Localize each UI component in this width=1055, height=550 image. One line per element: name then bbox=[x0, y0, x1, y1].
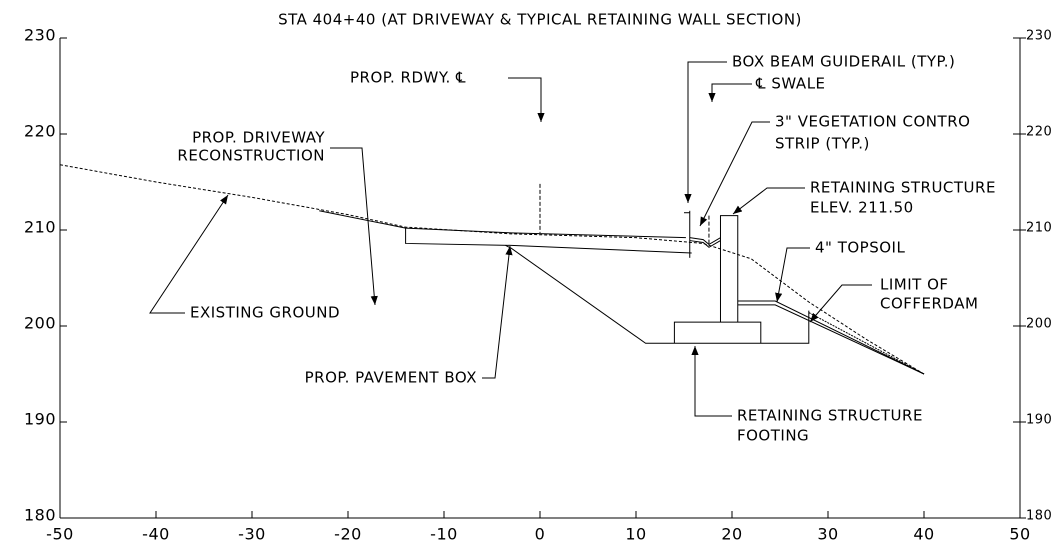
existing-ground bbox=[59, 164, 925, 375]
leader bbox=[684, 61, 727, 203]
label: BOX BEAM GUIDERAIL (TYP.) bbox=[732, 53, 955, 71]
leader bbox=[809, 284, 872, 323]
label: RECONSTRUCTION bbox=[177, 147, 325, 165]
x-tick-label: 40 bbox=[913, 525, 934, 544]
x-tick-label: 30 bbox=[817, 525, 838, 544]
leader bbox=[508, 77, 545, 122]
topsoil-2 bbox=[737, 304, 925, 375]
pavement-top bbox=[405, 227, 686, 239]
label: PROP. DRIVEWAY bbox=[192, 129, 325, 147]
label: 3" VEGETATION CONTRO bbox=[775, 113, 970, 131]
x-tick-label: -10 bbox=[430, 525, 458, 544]
y2-tick-label: 220 bbox=[1026, 125, 1052, 140]
y-tick-label: 210 bbox=[24, 218, 56, 237]
leader bbox=[691, 346, 732, 417]
swale bbox=[689, 237, 721, 246]
driveway bbox=[319, 210, 406, 229]
swale-2 bbox=[689, 240, 721, 248]
leader bbox=[708, 83, 752, 102]
x-tick-label: -50 bbox=[46, 525, 74, 544]
leader bbox=[149, 194, 229, 314]
y2-tick-label: 230 bbox=[1026, 29, 1052, 44]
leader bbox=[775, 247, 810, 303]
footing bbox=[673, 321, 762, 344]
label: RETAINING STRUCTURE bbox=[737, 407, 923, 425]
label: COFFERDAM bbox=[880, 295, 978, 313]
leaders bbox=[149, 61, 872, 417]
label: FOOTING bbox=[737, 427, 809, 445]
label: PROP. PAVEMENT BOX bbox=[305, 369, 477, 387]
wall-stem bbox=[719, 215, 739, 323]
x-tick-label: 10 bbox=[625, 525, 646, 544]
leader bbox=[330, 147, 378, 306]
pavement-box bbox=[405, 228, 692, 254]
title: STA 404+40 (AT DRIVEWAY & TYPICAL RETAIN… bbox=[278, 11, 802, 29]
x-tick-label: 0 bbox=[535, 525, 546, 544]
geometry bbox=[59, 164, 925, 375]
x-tick-label: -40 bbox=[142, 525, 170, 544]
y2-tick-label: 180 bbox=[1026, 509, 1052, 524]
x-tick-label: 50 bbox=[1009, 525, 1030, 544]
y-tick-label: 220 bbox=[24, 122, 56, 141]
x-tick-label: -20 bbox=[334, 525, 362, 544]
label: STRIP (TYP.) bbox=[775, 135, 870, 153]
leader bbox=[732, 187, 805, 215]
label: PROP. RDWY. ℄ bbox=[350, 69, 466, 87]
label: RETAINING STRUCTURE bbox=[810, 179, 996, 197]
y-tick-label: 230 bbox=[24, 26, 56, 45]
leader bbox=[482, 245, 513, 379]
leader bbox=[699, 121, 770, 227]
cofferdam bbox=[808, 312, 925, 375]
y-tick-label: 190 bbox=[24, 410, 56, 429]
y2-tick-label: 210 bbox=[1026, 221, 1052, 236]
label: ℄ SWALE bbox=[755, 75, 826, 93]
x-tick-label: 20 bbox=[721, 525, 742, 544]
y-tick-label: 200 bbox=[24, 314, 56, 333]
label: EXISTING GROUND bbox=[190, 304, 340, 322]
y2-tick-label: 200 bbox=[1026, 317, 1052, 332]
label: ELEV. 211.50 bbox=[810, 199, 914, 217]
x-tick-label: -30 bbox=[238, 525, 266, 544]
y2-tick-label: 190 bbox=[1026, 413, 1052, 428]
y-tick-label: 180 bbox=[24, 506, 56, 525]
label: 4" TOPSOIL bbox=[815, 239, 905, 257]
label: LIMIT OF bbox=[880, 276, 949, 294]
excavation bbox=[505, 244, 810, 344]
